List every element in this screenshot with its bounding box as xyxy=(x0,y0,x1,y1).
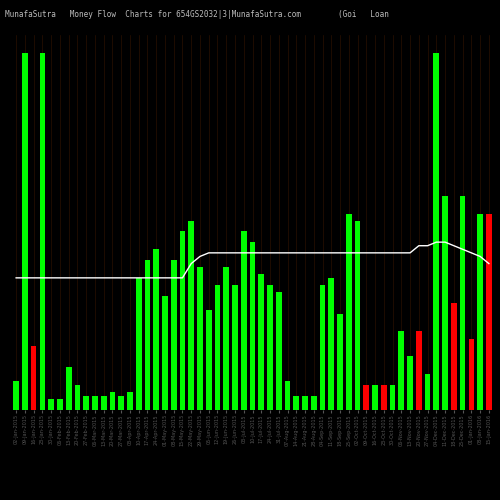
Bar xyxy=(66,367,71,410)
Bar xyxy=(144,260,150,410)
Bar xyxy=(416,332,422,410)
Bar xyxy=(241,232,246,410)
Bar xyxy=(180,232,186,410)
Bar xyxy=(92,396,98,410)
Bar xyxy=(468,338,474,410)
Bar xyxy=(127,392,133,410)
Bar xyxy=(110,392,116,410)
Bar xyxy=(302,396,308,410)
Bar xyxy=(22,53,28,410)
Bar xyxy=(460,196,466,410)
Bar xyxy=(267,285,273,410)
Bar xyxy=(434,53,439,410)
Bar xyxy=(478,214,483,410)
Bar xyxy=(372,385,378,410)
Bar xyxy=(74,385,80,410)
Bar xyxy=(390,385,396,410)
Bar xyxy=(162,296,168,410)
Bar xyxy=(311,396,316,410)
Bar xyxy=(398,332,404,410)
Bar xyxy=(171,260,176,410)
Bar xyxy=(101,396,106,410)
Bar xyxy=(136,278,141,410)
Bar xyxy=(451,303,456,410)
Bar xyxy=(424,374,430,410)
Bar xyxy=(407,356,413,410)
Bar xyxy=(84,396,89,410)
Bar xyxy=(40,53,45,410)
Bar xyxy=(224,267,229,410)
Bar xyxy=(486,214,492,410)
Text: MunafaSutra   Money Flow  Charts for 654GS2032|3|MunafaSutra.com        (Goi   L: MunafaSutra Money Flow Charts for 654GS2… xyxy=(5,10,389,19)
Bar xyxy=(250,242,256,410)
Bar xyxy=(206,310,212,410)
Bar xyxy=(31,346,36,410)
Bar xyxy=(294,396,299,410)
Bar xyxy=(381,385,386,410)
Bar xyxy=(57,400,62,410)
Bar xyxy=(328,278,334,410)
Bar xyxy=(14,382,19,410)
Bar xyxy=(188,220,194,410)
Bar xyxy=(442,196,448,410)
Bar xyxy=(346,214,352,410)
Bar xyxy=(284,382,290,410)
Bar xyxy=(354,220,360,410)
Bar xyxy=(232,285,238,410)
Bar xyxy=(320,285,326,410)
Bar xyxy=(197,267,203,410)
Bar xyxy=(258,274,264,410)
Bar xyxy=(214,285,220,410)
Bar xyxy=(276,292,281,410)
Bar xyxy=(48,400,54,410)
Bar xyxy=(364,385,369,410)
Bar xyxy=(118,396,124,410)
Bar xyxy=(154,250,159,410)
Bar xyxy=(337,314,343,410)
